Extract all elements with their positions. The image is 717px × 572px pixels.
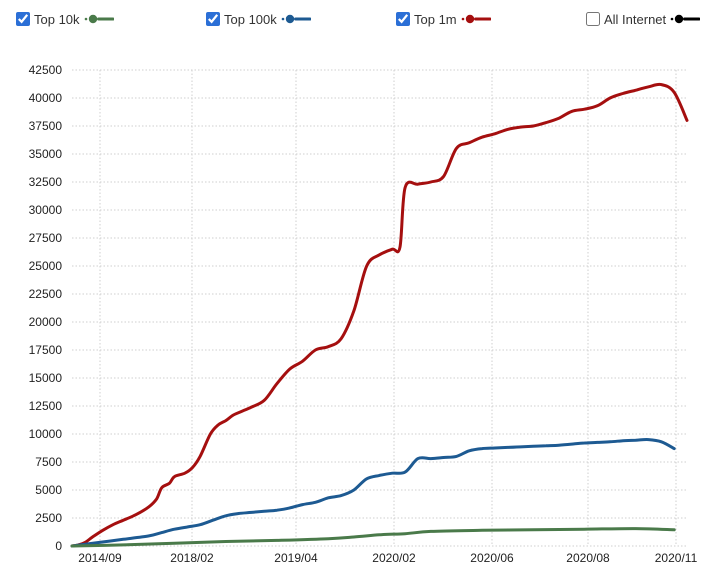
legend-swatch-icon: [461, 14, 491, 24]
y-tick-label: 7500: [35, 455, 62, 469]
y-tick-label: 12500: [29, 399, 63, 413]
legend-label: Top 100k: [224, 11, 277, 27]
top-1m-checkbox[interactable]: [396, 12, 410, 26]
y-tick-label: 25000: [29, 259, 63, 273]
all-internet-checkbox[interactable]: [586, 12, 600, 26]
y-tick-label: 22500: [29, 287, 63, 301]
y-tick-label: 0: [55, 539, 62, 553]
y-tick-label: 27500: [29, 231, 63, 245]
y-tick-label: 2500: [35, 511, 62, 525]
legend-item-top-1m[interactable]: Top 1m: [396, 10, 491, 28]
legend-item-top-10k[interactable]: Top 10k: [16, 10, 114, 28]
y-axis: 0 2500 5000 7500 10000 12500 15000 17500 20000 22…: [29, 63, 63, 553]
x-tick-label: 2020/11: [655, 551, 698, 565]
legend-label: All Internet: [604, 11, 667, 27]
legend-swatch-icon: [281, 14, 311, 24]
top-10k-checkbox[interactable]: [16, 12, 30, 26]
legend-item-top-100k[interactable]: Top 100k: [206, 10, 311, 28]
x-tick-label: 2019/04: [274, 551, 318, 565]
series-line-top-1m: [70, 82, 689, 548]
legend-label: Top 1m: [414, 11, 457, 27]
y-tick-label: 42500: [29, 63, 63, 77]
legend-swatch-icon: [670, 14, 701, 24]
y-tick-label: 32500: [29, 175, 63, 189]
top-100k-checkbox[interactable]: [206, 12, 220, 26]
legend-swatch-icon: [84, 14, 114, 24]
legend-label: Top 10k: [34, 11, 80, 27]
y-tick-label: 40000: [29, 91, 63, 105]
y-tick-label: 15000: [29, 371, 63, 385]
x-tick-label: 2014/09: [78, 551, 122, 565]
x-tick-label: 2018/02: [170, 551, 214, 565]
y-tick-label: 30000: [29, 203, 63, 217]
x-tick-label: 2020/08: [566, 551, 610, 565]
series-lines: [70, 82, 689, 548]
x-axis: 2014/09 2018/02 2019/04 2020/02 2020/06 2020/…: [78, 551, 697, 565]
y-tick-label: 5000: [35, 483, 62, 497]
x-tick-label: 2020/02: [372, 551, 416, 565]
legend: Top 10k Top 100k Top 1m All Internet: [0, 0, 717, 34]
y-tick-label: 10000: [29, 427, 63, 441]
y-tick-label: 35000: [29, 147, 63, 161]
series-line-top-10k: [70, 527, 676, 548]
y-tick-label: 20000: [29, 315, 63, 329]
legend-item-all-internet[interactable]: All Internet: [586, 10, 701, 28]
x-tick-label: 2020/06: [470, 551, 514, 565]
grid: [72, 69, 687, 547]
y-tick-label: 37500: [29, 119, 63, 133]
y-tick-label: 17500: [29, 343, 63, 357]
series-line-top-100k: [70, 438, 676, 548]
